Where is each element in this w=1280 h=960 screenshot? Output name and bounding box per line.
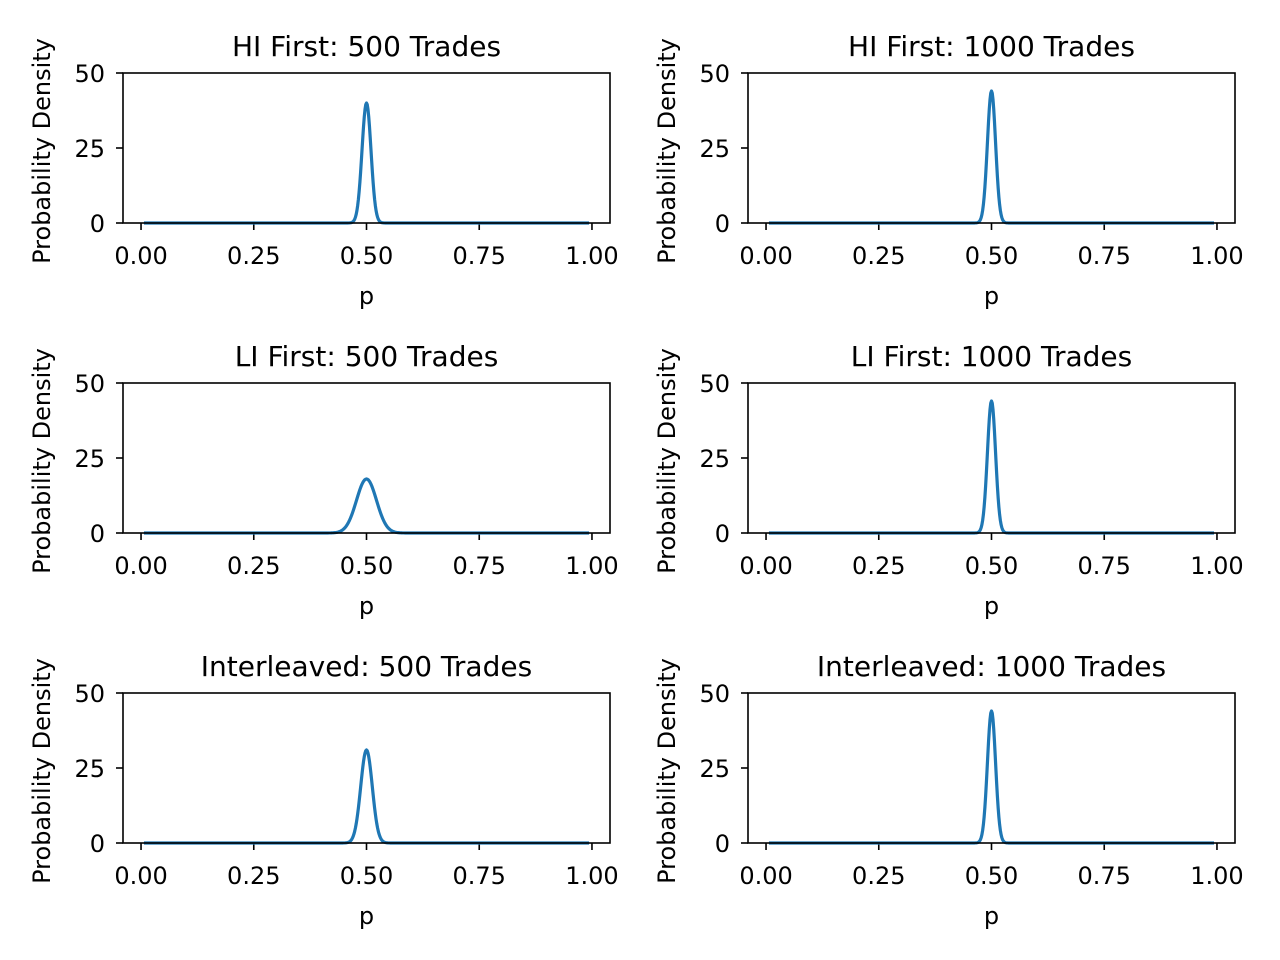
x-tick-label: 0.75 (1078, 552, 1131, 580)
subplot-4: LI First: 1000 Trades 0.00 0.25 0.50 0.75 1.0… (653, 340, 1244, 620)
x-tick-label: 0.00 (114, 862, 167, 890)
y-tick-label: 0 (715, 830, 730, 858)
x-tick-label: 1.00 (565, 242, 618, 270)
x-tick-label: 0.25 (227, 862, 280, 890)
density-curve (143, 477, 590, 535)
x-tick-label: 0.50 (965, 242, 1018, 270)
x-tick-label: 1.00 (565, 552, 618, 580)
y-tick-label: 50 (699, 680, 730, 708)
y-tick-label: 25 (699, 135, 730, 163)
density-curve (143, 748, 590, 845)
subplot-6: Interleaved: 1000 Trades 0.00 0.25 0.50 0.75… (653, 650, 1244, 930)
y-tick-label: 0 (90, 520, 105, 548)
plot-frame (747, 692, 1236, 844)
plot-frame (122, 382, 611, 534)
y-axis-label: Probability Density (653, 658, 681, 884)
subplot-title: HI First: 500 Trades (232, 30, 501, 63)
density-curve (768, 89, 1215, 225)
density-curve (768, 709, 1215, 845)
y-tick-label: 25 (699, 445, 730, 473)
x-tick-label: 0.00 (739, 862, 792, 890)
x-tick-label: 0.00 (739, 552, 792, 580)
subplot-1: HI First: 500 Trades 0.00 0.25 0.50 0.75 1.00… (28, 30, 619, 310)
x-tick-label: 0.00 (114, 242, 167, 270)
x-axis-label: p (359, 902, 374, 930)
y-tick-label: 0 (90, 830, 105, 858)
x-tick-label: 0.75 (453, 552, 506, 580)
x-tick-label: 0.50 (965, 862, 1018, 890)
subplot-2: HI First: 1000 Trades 0.00 0.25 0.50 0.75 1.0… (653, 30, 1244, 310)
y-tick-label: 50 (74, 680, 105, 708)
plot-frame (122, 72, 611, 224)
x-tick-label: 0.00 (114, 552, 167, 580)
y-tick-label: 25 (74, 755, 105, 783)
x-tick-label: 0.75 (1078, 242, 1131, 270)
x-axis-label: p (984, 282, 999, 310)
x-tick-label: 0.75 (453, 242, 506, 270)
y-axis-label: Probability Density (28, 658, 56, 884)
subplot-3: LI First: 500 Trades 0.00 0.25 0.50 0.75 1.00… (28, 340, 619, 620)
x-axis-label: p (984, 902, 999, 930)
subplot-title: Interleaved: 1000 Trades (817, 650, 1166, 683)
y-tick-label: 50 (74, 60, 105, 88)
density-curve (768, 399, 1215, 535)
x-tick-label: 0.50 (340, 552, 393, 580)
x-axis-label: p (359, 592, 374, 620)
x-tick-label: 1.00 (1190, 242, 1243, 270)
y-tick-label: 50 (74, 370, 105, 398)
subplot-title: LI First: 1000 Trades (851, 340, 1132, 373)
x-tick-label: 0.25 (227, 242, 280, 270)
y-tick-label: 50 (699, 60, 730, 88)
plot-frame (747, 382, 1236, 534)
subplot-title: HI First: 1000 Trades (848, 30, 1135, 63)
x-tick-label: 0.50 (340, 862, 393, 890)
y-axis-label: Probability Density (653, 38, 681, 264)
y-tick-label: 0 (715, 210, 730, 238)
plot-frame (122, 692, 611, 844)
x-tick-label: 0.50 (965, 552, 1018, 580)
x-tick-label: 0.25 (852, 862, 905, 890)
y-tick-label: 25 (74, 135, 105, 163)
x-tick-label: 0.25 (852, 242, 905, 270)
plot-frame (747, 72, 1236, 224)
y-tick-label: 0 (90, 210, 105, 238)
x-tick-label: 0.75 (453, 862, 506, 890)
x-tick-label: 1.00 (1190, 552, 1243, 580)
y-tick-label: 0 (715, 520, 730, 548)
x-tick-label: 0.00 (739, 242, 792, 270)
x-tick-label: 0.50 (340, 242, 393, 270)
subplot-5: Interleaved: 500 Trades 0.00 0.25 0.50 0.75 1… (28, 650, 619, 930)
y-axis-label: Probability Density (28, 38, 56, 264)
density-curve (143, 101, 590, 225)
x-tick-label: 0.75 (1078, 862, 1131, 890)
y-axis-label: Probability Density (653, 348, 681, 574)
subplot-title: Interleaved: 500 Trades (201, 650, 532, 683)
x-axis-label: p (984, 592, 999, 620)
x-tick-label: 0.25 (227, 552, 280, 580)
y-tick-label: 25 (699, 755, 730, 783)
y-tick-label: 25 (74, 445, 105, 473)
y-tick-label: 50 (699, 370, 730, 398)
y-axis-label: Probability Density (28, 348, 56, 574)
x-tick-label: 1.00 (1190, 862, 1243, 890)
subplot-title: LI First: 500 Trades (235, 340, 499, 373)
x-tick-label: 0.25 (852, 552, 905, 580)
x-axis-label: p (359, 282, 374, 310)
x-tick-label: 1.00 (565, 862, 618, 890)
